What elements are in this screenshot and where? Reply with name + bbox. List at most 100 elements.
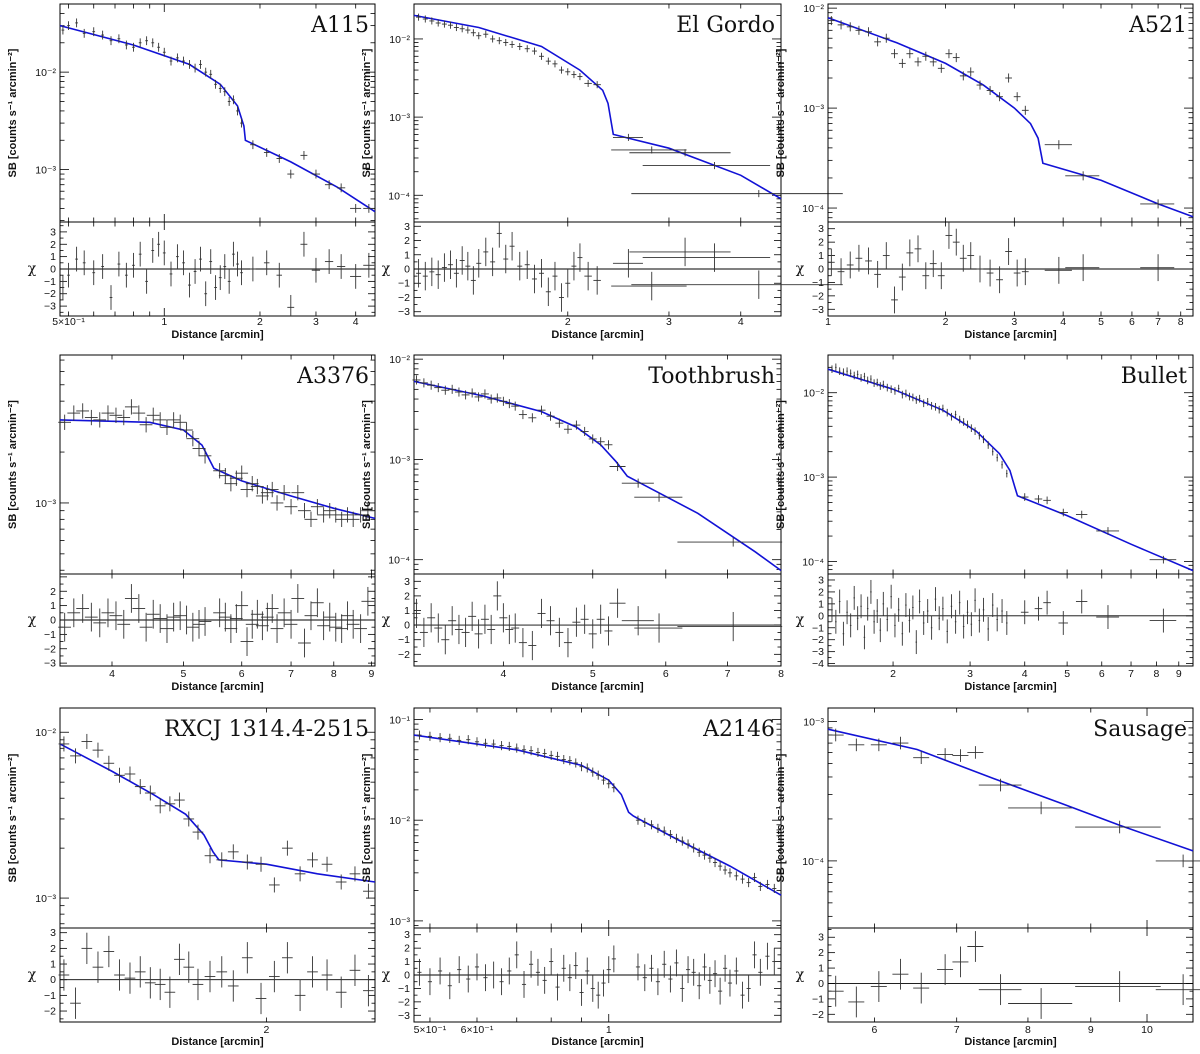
residual-point — [300, 231, 308, 257]
data-point — [483, 30, 489, 38]
data-point — [874, 37, 882, 47]
residual-point — [109, 601, 123, 631]
residual-point — [457, 956, 462, 984]
data-point — [846, 367, 848, 376]
residual-point — [255, 982, 267, 1015]
y-tick-label: 10⁻² — [389, 34, 410, 46]
data-point — [82, 28, 86, 38]
residual-point — [468, 601, 477, 631]
data-point — [609, 461, 626, 472]
data-point — [966, 420, 969, 429]
residual-point — [942, 596, 944, 621]
y-tick-label: 10⁻³ — [389, 112, 410, 124]
data-point — [558, 66, 564, 74]
residual-point — [419, 617, 428, 648]
data-point — [132, 42, 135, 52]
residual-point — [740, 981, 745, 1009]
data-point — [590, 767, 595, 777]
y-tick-label: 10⁻¹ — [389, 714, 410, 726]
residual-point — [422, 261, 428, 291]
residual-point — [846, 600, 848, 625]
residual-point — [524, 250, 530, 279]
data-point — [866, 376, 869, 385]
residual-point — [75, 246, 78, 272]
data-point — [1021, 105, 1029, 115]
data-point — [712, 857, 718, 868]
data-point — [176, 53, 179, 63]
residual-point — [435, 260, 441, 289]
data-point — [707, 853, 712, 863]
data-point — [250, 140, 256, 150]
data-point — [765, 879, 770, 890]
data-point — [227, 844, 239, 860]
residual-point — [894, 613, 896, 638]
residual-point — [103, 935, 115, 968]
residual-point — [662, 950, 667, 978]
x-tick-label: 5 — [590, 668, 596, 680]
residual-point — [546, 606, 555, 636]
x-tick-label: 8 — [778, 668, 784, 680]
data-point — [752, 872, 757, 883]
residual-point — [529, 950, 534, 978]
data-point — [601, 775, 606, 785]
data-point — [164, 796, 176, 812]
data-point — [144, 785, 156, 801]
data-point — [697, 847, 702, 857]
data-point — [952, 749, 969, 762]
data-point — [1058, 508, 1068, 517]
data-point — [612, 133, 643, 141]
residual-point — [954, 609, 957, 634]
residual-point — [555, 973, 560, 1001]
residual-point — [514, 941, 519, 969]
data-point — [310, 499, 324, 515]
x-tick-label: 2 — [943, 316, 949, 328]
data-point — [837, 20, 845, 30]
data-point — [507, 741, 512, 751]
residual-point — [898, 263, 906, 291]
residual-tick-label: 0 — [818, 264, 824, 276]
data-point — [294, 866, 306, 882]
data-point — [930, 401, 933, 410]
data-point — [276, 154, 283, 163]
residual-point — [1155, 974, 1200, 1006]
residual-point — [629, 237, 731, 267]
residual-point — [58, 959, 70, 991]
residual-point — [176, 244, 179, 269]
residual-point — [321, 959, 333, 991]
panel-title: A521 — [1128, 13, 1187, 38]
residual-point — [227, 269, 231, 294]
data-point — [58, 414, 72, 430]
residual-tick-label: 0 — [404, 620, 410, 632]
residual-point — [631, 270, 843, 299]
x-tick-label: 4 — [500, 668, 506, 680]
chart-panel-3: 10⁻³ 4 5 6 7 8 9 2 1 0 −1 −2 −3 SB [counts s⁻¹ arcmin… — [7, 354, 376, 693]
residual-tick-label: 0 — [50, 264, 56, 276]
data-point — [336, 183, 346, 193]
x-tick-label: 3 — [666, 316, 672, 328]
residual-point — [162, 240, 166, 266]
residual-axis-label: χ — [28, 967, 37, 983]
data-point — [474, 392, 483, 402]
data-point — [138, 38, 142, 48]
residual-plot-frame — [413, 573, 782, 667]
residual-point — [70, 987, 81, 1019]
residual-point — [685, 956, 691, 984]
data-point — [982, 435, 985, 444]
residual-point — [487, 614, 496, 645]
residual-point — [245, 609, 259, 639]
residual-point — [712, 960, 718, 988]
residual-point — [1058, 611, 1068, 635]
residual-axis-label: χ — [382, 261, 391, 277]
residual-point — [350, 264, 362, 289]
data-point — [329, 507, 343, 523]
residual-point — [474, 953, 480, 981]
x-tick-label: 8 — [1153, 668, 1159, 680]
residual-point — [577, 243, 583, 272]
data-point — [892, 736, 909, 750]
data-point — [1065, 171, 1100, 181]
data-point — [1008, 801, 1073, 815]
residual-point — [276, 262, 283, 288]
residual-tick-label: −4 — [812, 658, 824, 670]
data-point — [561, 754, 566, 765]
residual-point — [611, 271, 687, 301]
